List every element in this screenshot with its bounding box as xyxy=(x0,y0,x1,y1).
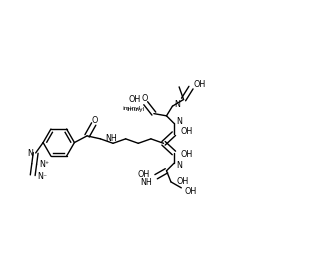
Text: N: N xyxy=(177,117,182,126)
Text: O: O xyxy=(91,116,98,125)
Text: OH: OH xyxy=(181,127,193,136)
Text: NH: NH xyxy=(140,178,152,187)
Text: N⁺: N⁺ xyxy=(39,160,49,169)
Text: N: N xyxy=(174,100,180,109)
Text: N: N xyxy=(27,149,33,158)
Text: OH: OH xyxy=(184,187,196,195)
Text: OH: OH xyxy=(128,96,140,104)
Text: OH: OH xyxy=(138,170,150,178)
Text: OH: OH xyxy=(177,177,189,186)
Text: OH: OH xyxy=(181,150,193,159)
Text: N⁻: N⁻ xyxy=(38,171,48,181)
Text: O: O xyxy=(141,94,147,103)
Text: OH: OH xyxy=(194,80,206,89)
Text: NH: NH xyxy=(105,134,117,143)
Text: iminyl: iminyl xyxy=(122,106,140,111)
Text: iminyl: iminyl xyxy=(126,107,145,113)
Text: N: N xyxy=(177,161,182,170)
